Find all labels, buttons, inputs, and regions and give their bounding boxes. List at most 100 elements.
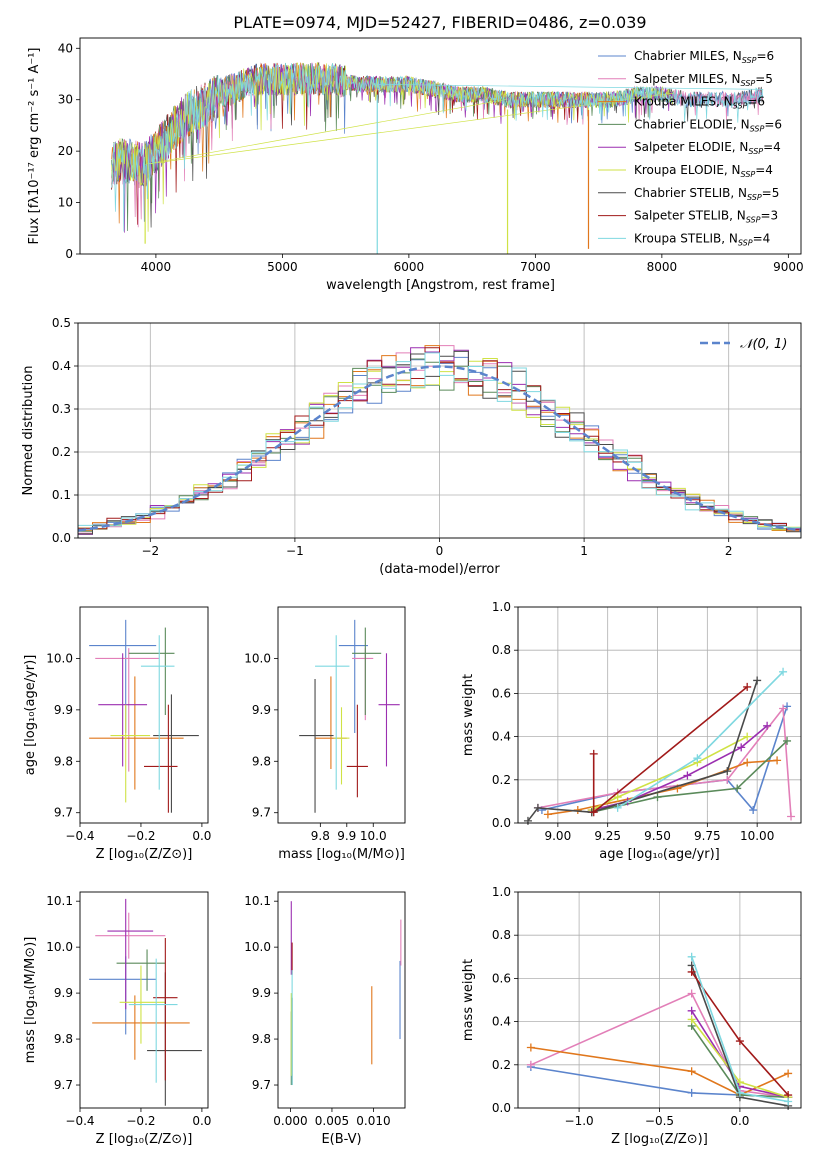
weight-vs-age-marker: [543, 810, 552, 819]
weight-vs-age-marker: [743, 732, 752, 741]
x-tick-label: −0.5: [645, 1114, 674, 1128]
x-tick-label: 2: [725, 544, 733, 558]
spectrum-xlabel: wavelength [Angstrom, rest frame]: [326, 278, 555, 293]
y-tick-label: 0.4: [492, 1015, 511, 1029]
weight-vs-Z-marker: [784, 1097, 793, 1106]
weight-vs-Z-series-2: [530, 1046, 789, 1096]
x-tick-label: 9.50: [644, 829, 671, 843]
gaussian-curve: [78, 365, 801, 532]
legend-text: Kroupa STELIB, N: [634, 231, 738, 245]
x-tick-label: 0.005: [315, 1114, 349, 1128]
y-tick-label: 10.0: [46, 940, 73, 954]
weight-vs-Z-marker: [687, 989, 696, 998]
y-tick-label: 20: [58, 144, 73, 158]
legend-post: =6: [747, 95, 765, 109]
legend-post: =4: [763, 140, 781, 154]
y-tick-label: 40: [58, 41, 73, 55]
y-tick-label: 10: [58, 196, 73, 210]
y-tick-label: 0.8: [492, 928, 511, 942]
spectrum-frame: [79, 37, 802, 255]
histogram-series-5: [78, 358, 801, 538]
legend-entry-4: Salpeter ELODIE, NSSP=4: [634, 140, 781, 156]
age-vs-mass-axes: 9.8 9.9 10.0 9.7 9.8 9.9 10.0 mass [log₁₀(M/M⊙)…: [244, 651, 404, 862]
weight-vs-age-marker: [523, 816, 532, 825]
y-tick-label: 0.1: [52, 488, 71, 502]
weight-vs-age-marker: [723, 767, 732, 776]
x-tick-label: 4000: [141, 260, 172, 274]
legend-text: Salpeter STELIB, N: [634, 209, 746, 223]
legend-post: =6: [756, 49, 774, 63]
weight-vs-Z-marker: [784, 1069, 793, 1078]
y-tick-label: 0.0: [52, 531, 71, 545]
y-tick-label: 9.9: [252, 703, 271, 717]
mass-vs-ebv-frame: [277, 891, 406, 1109]
legend-sub: SSP: [750, 124, 765, 133]
x-tick-label: 9.75: [694, 829, 721, 843]
x-tick-label: −1: [286, 544, 304, 558]
mass-vs-ebv-xlabel: E(B-V): [321, 1132, 361, 1147]
weight-vs-age-marker: [779, 704, 788, 713]
weight-vs-Z-marker: [687, 1067, 696, 1076]
y-tick-label: 9.9: [54, 703, 73, 717]
legend-entry-1: Salpeter MILES, NSSP=5: [634, 72, 773, 88]
y-tick-label: 0.2: [492, 773, 511, 787]
legend-post: =3: [760, 209, 778, 223]
x-tick-label: 10.0: [360, 829, 387, 843]
spectrum-series-8: [111, 62, 764, 232]
mass-vs-Z-frame: [79, 891, 209, 1109]
y-tick-label: 1.0: [492, 885, 511, 899]
x-tick-label: −2: [141, 544, 159, 558]
y-tick-label: 0.4: [52, 359, 71, 373]
weight-vs-age-xlabel: age [log₁₀(age/yr)]: [599, 847, 720, 862]
weight-vs-age-series-5: [591, 735, 748, 811]
legend-sub: SSP: [738, 238, 753, 247]
y-tick-label: 0.6: [492, 686, 511, 700]
weight-vs-age-marker: [749, 806, 758, 815]
legend-entry-3: Chabrier ELODIE, NSSP=6: [634, 117, 782, 133]
weight-vs-Z-marker: [687, 952, 696, 961]
weight-vs-age-marker: [737, 743, 746, 752]
legend-post: =4: [753, 231, 771, 245]
residuals-ylabel: Normed distribution: [21, 366, 36, 496]
weight-vs-age-marker: [683, 771, 692, 780]
weight-vs-age-marker: [733, 784, 742, 793]
weight-vs-Z-axes: −1.0 −0.5 0.0 0.0 0.2 0.4 0.6 0.8 1.0 Z [log₁₀(Z/…: [461, 885, 801, 1147]
weight-vs-age-series-7: [592, 686, 748, 814]
x-tick-label: −0.4: [65, 829, 94, 843]
y-tick-label: 1.0: [492, 600, 511, 614]
y-tick-label: 0.2: [52, 445, 71, 459]
x-tick-label: 10.00: [740, 829, 774, 843]
weight-vs-Z-marker: [687, 1088, 696, 1097]
age-vs-Z-axes: −0.4 −0.2 0.0 9.7 9.8 9.9 10.0 Z [log₁₀(Z/Z⊙)] a…: [23, 651, 211, 862]
weight-vs-Z-marker: [687, 967, 696, 976]
x-tick-label: 8000: [647, 260, 678, 274]
weight-vs-age-ylabel: mass weight: [461, 674, 476, 756]
y-tick-label: 9.7: [54, 1078, 73, 1092]
weight-vs-age-marker: [589, 749, 598, 758]
weight-vs-Z-series-1: [530, 992, 789, 1098]
legend-text: Chabrier MILES, N: [634, 49, 742, 63]
x-tick-label: 0.000: [273, 1114, 307, 1128]
legend-post: =5: [755, 72, 773, 86]
weight-vs-age-marker: [743, 758, 752, 767]
x-tick-label: −1.0: [565, 1114, 594, 1128]
weight-vs-age-series-0: [541, 706, 788, 812]
weight-vs-age-marker: [783, 736, 792, 745]
weight-vs-Z-ylabel: mass weight: [461, 959, 476, 1041]
weight-vs-Z-frame: [517, 891, 802, 1109]
legend-sub: SSP: [742, 56, 757, 65]
y-tick-label: 0: [65, 247, 73, 261]
legend-text: Salpeter ELODIE, N: [634, 140, 748, 154]
x-tick-label: 0.0: [192, 1114, 211, 1128]
weight-vs-Z-marker: [526, 1043, 535, 1052]
age-vs-Z-frame: [79, 606, 209, 824]
legend-post: =4: [755, 163, 773, 177]
y-tick-label: 30: [58, 93, 73, 107]
x-tick-label: 0.010: [356, 1114, 390, 1128]
legend-text: Kroupa MILES, N: [634, 95, 733, 109]
y-tick-label: 10.1: [46, 894, 73, 908]
x-tick-label: 5000: [267, 260, 298, 274]
y-tick-label: 9.7: [252, 806, 271, 820]
y-tick-label: 0.5: [52, 316, 71, 330]
